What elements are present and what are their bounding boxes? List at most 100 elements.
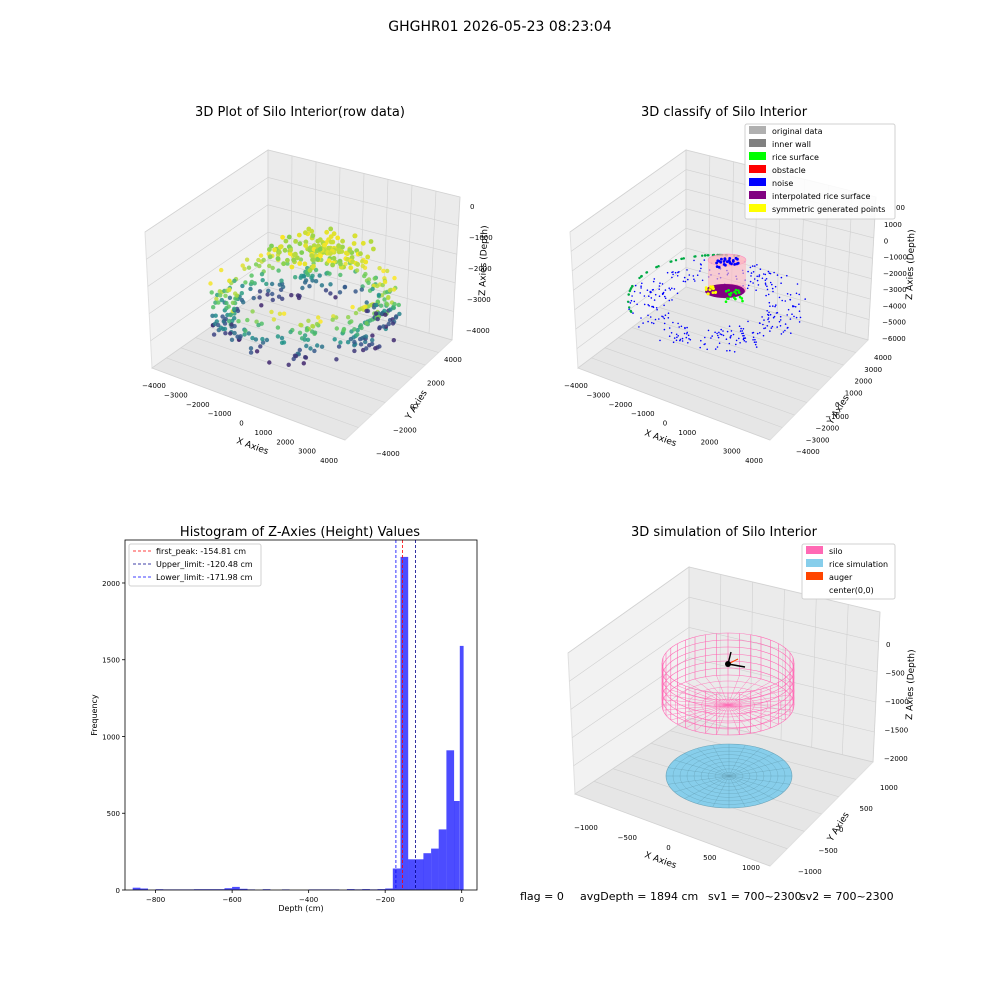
- raw-data-point: [303, 355, 308, 360]
- rice-surface-point: [655, 265, 659, 269]
- noise-point: [767, 317, 770, 319]
- rice-mesh-spoke: [728, 775, 774, 799]
- histogram-x-tick-label: −200: [376, 896, 395, 904]
- raw-data-point: [264, 337, 270, 343]
- histogram-y-tick-label: 1500: [102, 657, 120, 665]
- noise-point: [755, 289, 757, 292]
- raw-floor-gridline: [238, 307, 426, 366]
- raw-data-point: [227, 278, 232, 283]
- histogram-y-tick-label: 0: [116, 887, 120, 895]
- classify-floor-gridline: [631, 327, 820, 391]
- rice-surface-point: [628, 289, 631, 293]
- noise-point: [749, 280, 752, 283]
- raw-wall-gridline: [149, 231, 269, 314]
- rice-mesh-spoke: [684, 753, 730, 777]
- raw-data-point: [305, 337, 311, 342]
- noise-point: [798, 321, 801, 323]
- classify-legend-label: inner wall: [772, 140, 811, 149]
- simulation-z-axis-label: Z Axies (Depth): [905, 649, 917, 720]
- simulation-wall-gridline: [688, 596, 879, 643]
- noise-point: [676, 275, 679, 277]
- raw-data-point: [363, 304, 368, 309]
- raw-wall-gridline: [150, 259, 269, 342]
- raw-data-point: [259, 272, 265, 277]
- simulation-y-tick-label: 1000: [880, 784, 898, 792]
- noise-point: [686, 331, 688, 334]
- noise-point: [781, 299, 783, 302]
- noise-point: [772, 305, 774, 307]
- classify-legend-label: interpolated rice surface: [772, 192, 870, 201]
- raw-data-point: [391, 287, 397, 292]
- raw-data-point: [387, 288, 393, 293]
- noise-point: [663, 304, 665, 307]
- raw-data-point: [375, 316, 380, 322]
- noise-point: [692, 275, 695, 277]
- simulation-wall-gridline: [688, 627, 878, 673]
- noise-point: [752, 336, 755, 339]
- noise-point: [761, 277, 764, 280]
- footer-sv2: sv2 = 700~2300: [800, 890, 894, 903]
- silo-floor-spoke: [677, 704, 729, 725]
- obstacle-cluster-point: [717, 259, 721, 263]
- noise-point: [652, 306, 655, 309]
- histogram-y-ticks: 0 500 1000 1500 2000: [102, 580, 125, 895]
- classify-legend-box: [744, 123, 896, 220]
- classify-wall-gridline: [577, 286, 687, 369]
- noise-point: [762, 334, 765, 337]
- raw-data-point: [248, 346, 254, 351]
- noise-point: [780, 276, 783, 279]
- raw-data-point: [362, 273, 367, 279]
- classify-floor-gridline: [577, 367, 771, 441]
- simulation-legend-label: rice simulation: [829, 560, 888, 569]
- noise-point: [678, 326, 680, 328]
- rice-surface-point: [627, 293, 630, 296]
- simulation-legend-swatch: [806, 546, 823, 554]
- noise-point: [768, 311, 770, 314]
- raw-data-point: [275, 334, 281, 339]
- noise-point: [742, 328, 745, 330]
- silo-floor-spoke: [727, 685, 779, 706]
- raw-data-point: [289, 264, 295, 270]
- raw-data-point: [378, 303, 384, 308]
- raw-y-axis-label: Y Axies: [404, 388, 430, 422]
- classify-y-tick-label: 0: [835, 401, 839, 409]
- raw-data-point: [364, 346, 369, 351]
- raw-z-ticks: 0 −1000 −2000 −3000 −4000: [466, 203, 493, 335]
- raw-data-point: [232, 330, 237, 336]
- raw-data-point: [279, 335, 285, 341]
- noise-point: [671, 299, 673, 301]
- noise-point: [649, 316, 652, 318]
- noise-point: [750, 275, 752, 277]
- noise-point: [756, 279, 759, 282]
- noise-point: [668, 287, 670, 290]
- silo-floor-spoke: [727, 704, 751, 734]
- silo-floor-ring: [714, 698, 742, 712]
- raw-data-point: [249, 279, 255, 285]
- noise-point: [778, 320, 781, 323]
- noise-point: [666, 271, 669, 274]
- silo-floor-spoke: [727, 676, 751, 706]
- raw-data-point: [257, 295, 262, 300]
- raw-data-point: [267, 247, 272, 252]
- noise-point: [706, 348, 708, 351]
- histogram-x-ticks: −800 −600 −400 −200 0: [146, 890, 464, 904]
- noise-point: [779, 325, 782, 327]
- rice-mesh-spoke: [697, 775, 730, 804]
- noise-point: [780, 282, 782, 285]
- classify-legend-swatch: [749, 165, 766, 173]
- raw-data-point: [373, 311, 379, 316]
- raw-data-point: [393, 315, 399, 320]
- raw-data-point: [355, 261, 360, 267]
- simulation-x-tick-label: 500: [703, 854, 716, 862]
- symmetric-point: [708, 288, 712, 291]
- noise-point: [689, 338, 692, 341]
- classify-legend-label: symmetric generated points: [772, 205, 885, 214]
- noise-point: [729, 349, 731, 352]
- noise-point: [739, 342, 741, 344]
- noise-point: [718, 342, 721, 345]
- raw-data-point: [232, 306, 237, 311]
- noise-point: [674, 271, 677, 274]
- histogram-y-axis-label: Frequency: [90, 694, 99, 736]
- raw-data-point: [324, 229, 330, 235]
- raw-floor-gridline: [195, 337, 386, 403]
